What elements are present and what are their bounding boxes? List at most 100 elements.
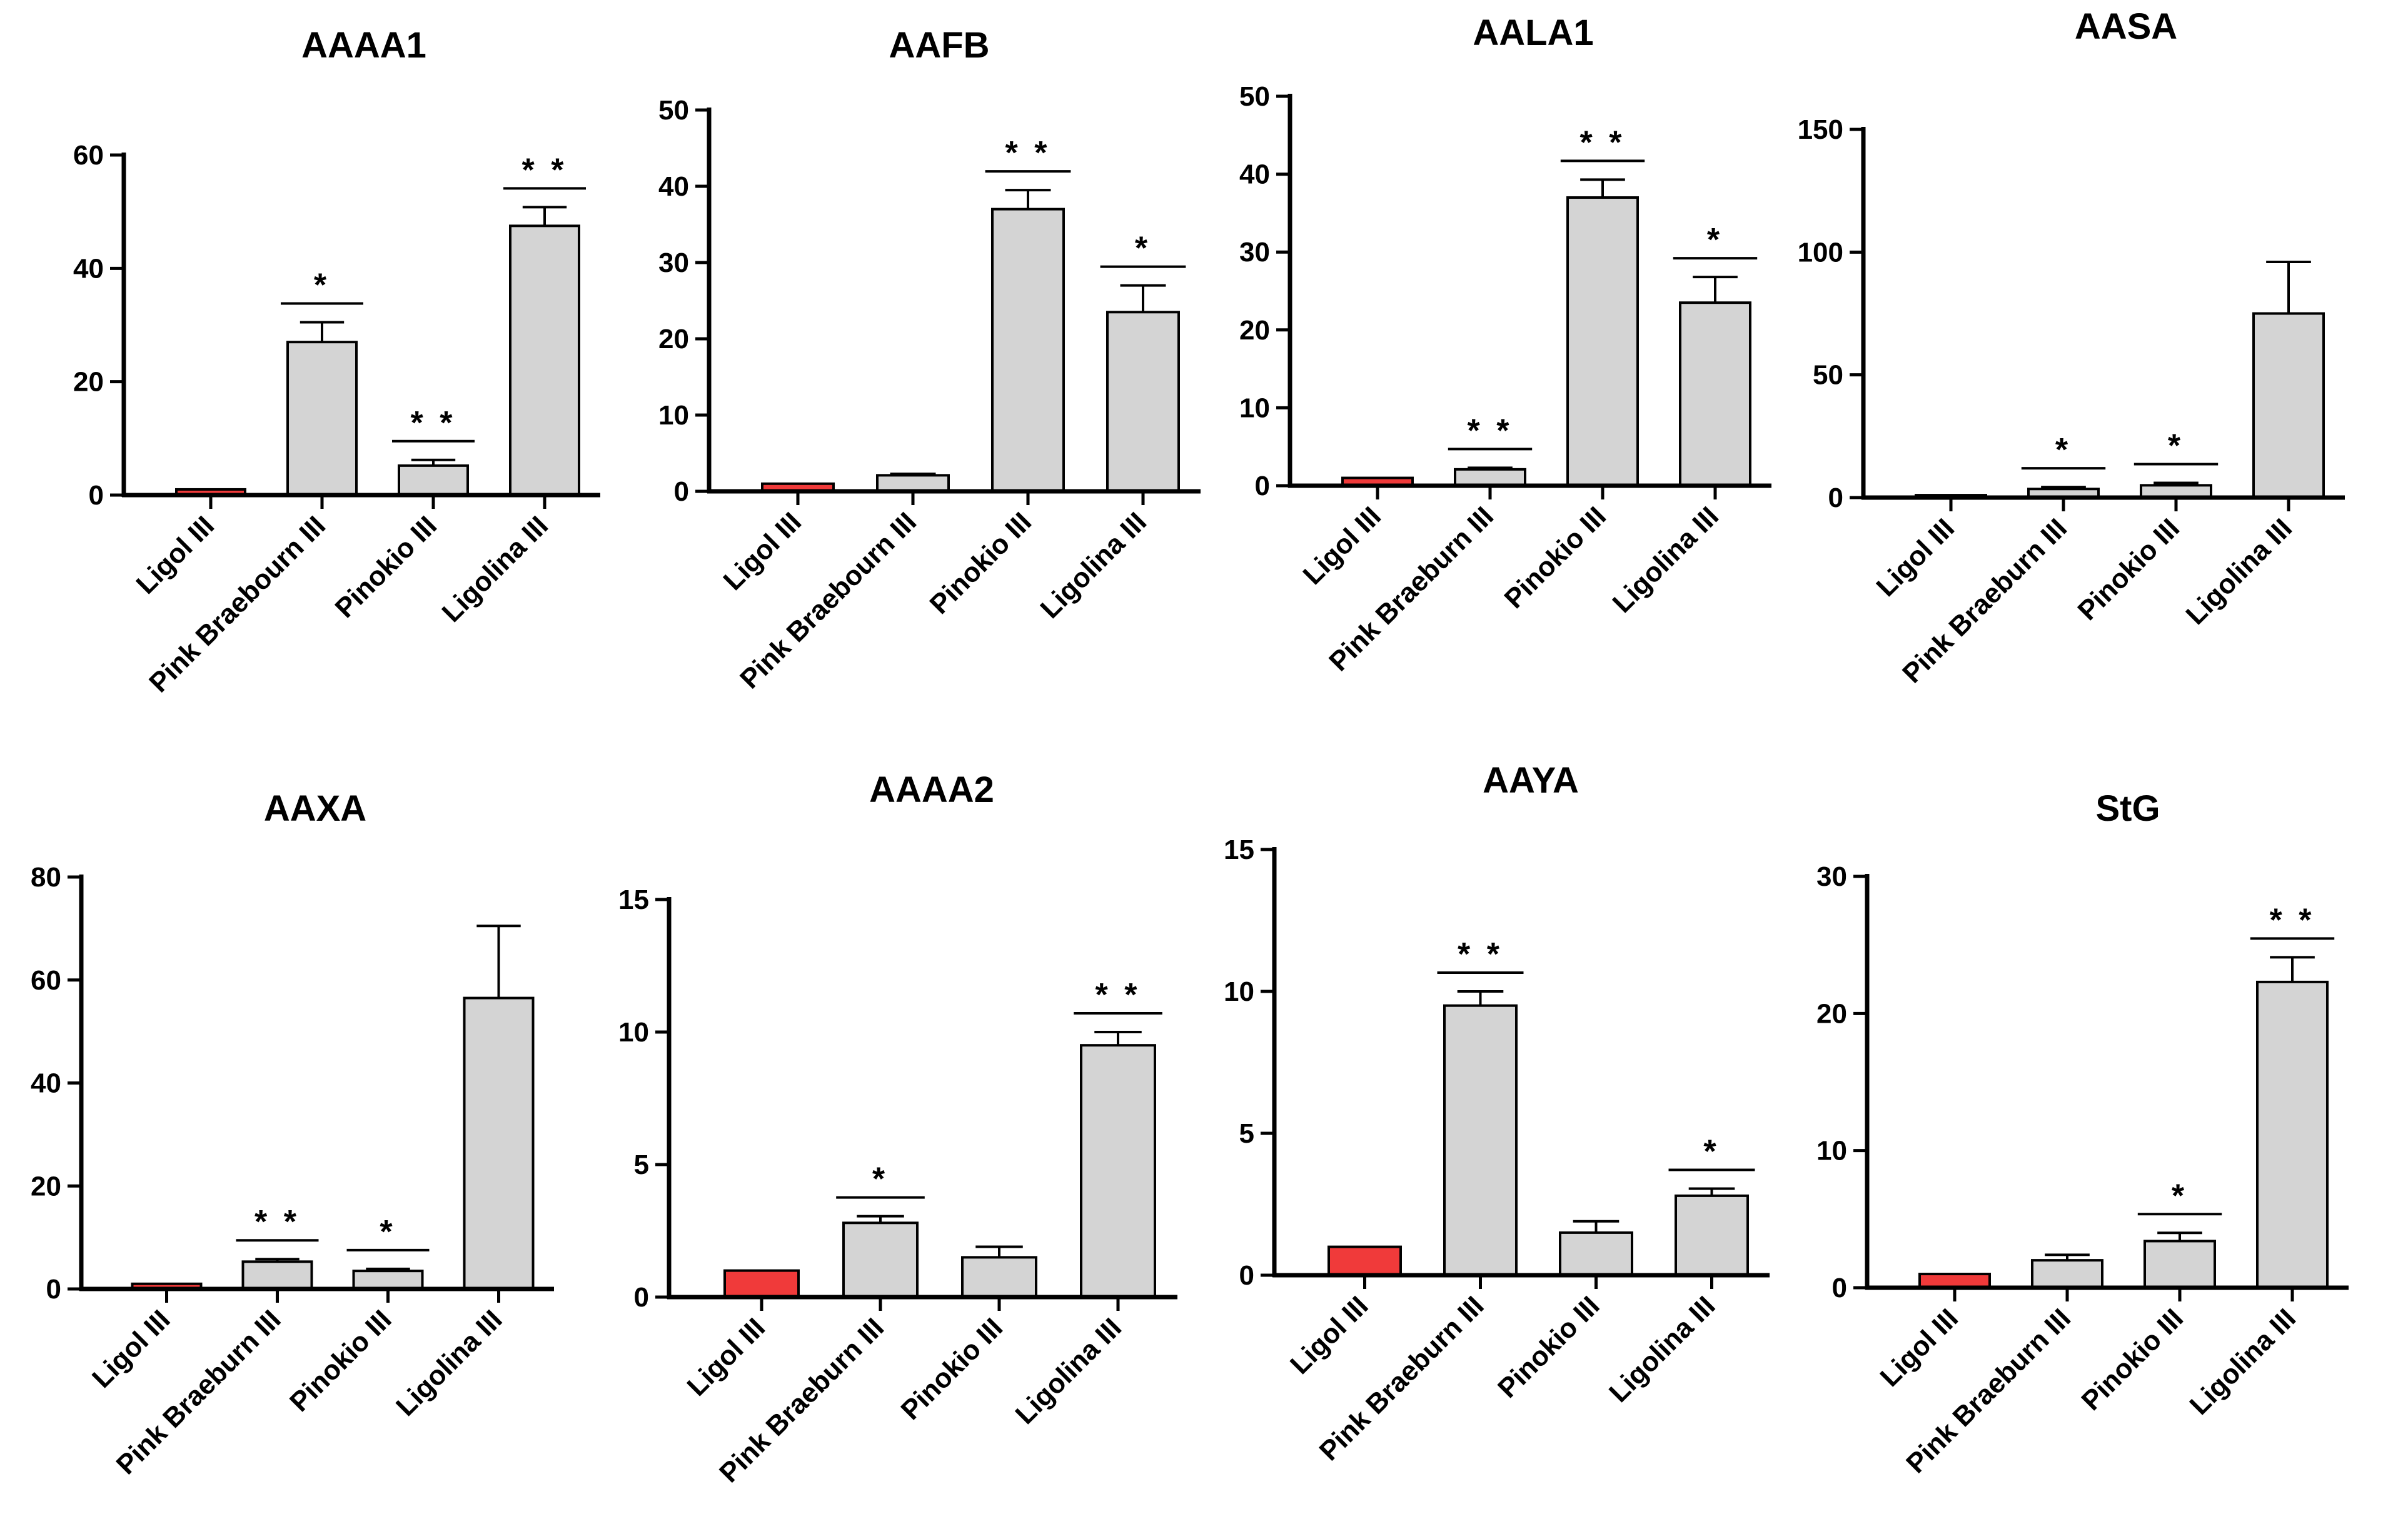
significance-marker: * * — [1468, 413, 1513, 449]
x-tick-label: Ligol III — [718, 506, 808, 596]
significance-marker: * * — [1580, 124, 1626, 161]
y-tick-label: 0 — [89, 480, 104, 511]
significance-marker: * — [2172, 1178, 2188, 1214]
x-tick-label: Ligol III — [1875, 1303, 1965, 1393]
y-tick-label: 20 — [31, 1171, 61, 1201]
y-tick-label: 0 — [1832, 1273, 1847, 1303]
chart-title: AAFB — [889, 25, 989, 66]
y-tick-label: 40 — [31, 1068, 61, 1099]
y-tick-label: 10 — [618, 1017, 649, 1048]
x-tick-label: Pinokio III — [1492, 1290, 1606, 1404]
y-tick-label: 0 — [1255, 471, 1270, 501]
bar-ligolina-iii — [1106, 311, 1180, 493]
chart-title: AAXA — [264, 788, 366, 829]
bar-ligolina-iii — [463, 996, 535, 1291]
x-tick-label: Pinokio III — [2072, 513, 2185, 626]
bar-pinokio-iii — [1566, 196, 1639, 487]
bar-pinokio-iii — [352, 1270, 424, 1290]
y-tick-label: 40 — [658, 171, 689, 202]
y-tick-label: 20 — [1816, 998, 1847, 1029]
chart-title: AASA — [2075, 6, 2177, 47]
bar-pinokio-iii — [398, 464, 469, 496]
x-tick-label: Pinokio III — [924, 506, 1037, 620]
bar-ligolina-iii — [1080, 1044, 1156, 1298]
x-tick-label: Ligolina III — [390, 1304, 508, 1421]
chart-title: StG — [2095, 788, 2160, 829]
bar-ligol-iii — [723, 1269, 800, 1298]
y-tick-label: 40 — [1239, 159, 1270, 190]
x-tick-label: Ligolina III — [1035, 506, 1152, 624]
x-tick-label: Ligol III — [682, 1312, 772, 1402]
x-tick-label: Ligol III — [1871, 513, 1961, 603]
x-tick-label: Pinokio III — [1498, 501, 1612, 614]
x-tick-label: Ligolina III — [1603, 1290, 1721, 1408]
y-tick-label: 80 — [31, 862, 61, 893]
significance-marker: * — [872, 1161, 889, 1198]
x-tick-label: Pinokio III — [284, 1304, 398, 1418]
y-tick-label: 40 — [73, 253, 104, 284]
y-tick-label: 0 — [634, 1282, 649, 1313]
chart-title: AALA1 — [1473, 13, 1593, 53]
y-tick-label: 10 — [1224, 976, 1254, 1007]
y-tick-label: 30 — [1239, 237, 1270, 268]
y-tick-label: 30 — [1816, 861, 1847, 892]
y-tick-label: 100 — [1798, 237, 1843, 268]
bar-pinokio-iii — [1559, 1231, 1633, 1277]
y-tick-label: 0 — [46, 1274, 61, 1305]
y-tick-label: 20 — [658, 324, 689, 354]
y-tick-label: 5 — [1239, 1118, 1254, 1149]
bar-ligolina-iii — [2256, 980, 2329, 1290]
y-tick-label: 10 — [1816, 1136, 1847, 1166]
significance-marker: * — [380, 1214, 396, 1250]
significance-marker: * — [314, 267, 330, 303]
bar-pinokio-iii — [991, 208, 1065, 493]
x-tick-label: Pinokio III — [2075, 1303, 2189, 1416]
y-tick-label: 0 — [1239, 1260, 1254, 1291]
y-tick-label: 150 — [1798, 114, 1843, 145]
significance-marker: * * — [522, 152, 568, 188]
bar-pinokio-iii — [2144, 1240, 2216, 1289]
significance-marker: * * — [411, 405, 456, 441]
bar-ligolina-iii — [509, 224, 580, 496]
y-tick-label: 15 — [1224, 835, 1254, 865]
y-tick-label: 60 — [31, 965, 61, 996]
x-tick-label: Ligolina III — [1607, 501, 1725, 618]
y-tick-label: 10 — [1239, 393, 1270, 423]
significance-marker: * — [1703, 1134, 1720, 1170]
significance-marker: * * — [1096, 977, 1141, 1013]
x-tick-label: Ligol III — [131, 510, 221, 600]
x-tick-label: Pinokio III — [895, 1312, 1009, 1426]
y-tick-label: 20 — [1239, 315, 1270, 346]
bar-pink-braeburn-iii — [842, 1221, 919, 1299]
y-tick-label: 50 — [1813, 360, 1843, 391]
x-tick-label: Ligolina III — [2180, 513, 2298, 630]
x-tick-label: Pinokio III — [329, 510, 443, 624]
x-tick-label: Ligol III — [1297, 501, 1388, 591]
y-tick-label: 0 — [1828, 483, 1843, 513]
x-tick-label: Ligol III — [1284, 1290, 1374, 1380]
significance-marker: * — [2168, 428, 2184, 464]
bar-pink-braeburn-iii — [1454, 468, 1526, 487]
significance-marker: * — [2055, 432, 2072, 468]
bar-pink-braebourn-iii — [876, 474, 950, 493]
x-tick-label: Ligolina III — [1010, 1312, 1127, 1430]
x-tick-label: Ligolina III — [436, 510, 554, 628]
y-tick-label: 20 — [73, 367, 104, 398]
y-tick-label: 0 — [674, 476, 689, 507]
chart-title: AAAA1 — [301, 25, 426, 66]
significance-marker: * * — [2270, 902, 2315, 938]
y-tick-label: 50 — [658, 95, 689, 126]
significance-marker: * * — [1458, 936, 1503, 973]
bar-pinokio-iii — [961, 1256, 1037, 1299]
bar-ligol-iii — [1327, 1245, 1402, 1276]
significance-marker: * — [1707, 222, 1723, 258]
y-tick-label: 10 — [658, 400, 689, 431]
